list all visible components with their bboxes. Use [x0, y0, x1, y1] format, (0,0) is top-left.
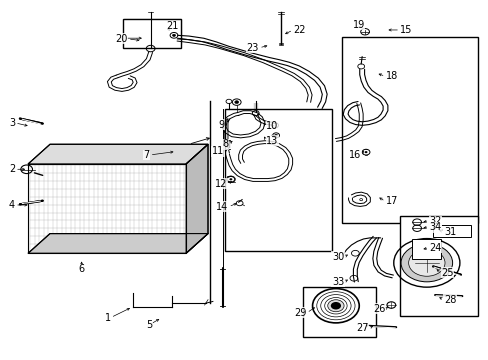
Bar — [432, 225, 470, 237]
Circle shape — [408, 249, 444, 276]
Text: 32: 32 — [428, 216, 441, 226]
Text: 3: 3 — [9, 118, 15, 128]
Text: 18: 18 — [385, 71, 397, 81]
Text: 20: 20 — [115, 34, 127, 44]
Text: 15: 15 — [399, 25, 411, 35]
Text: 29: 29 — [294, 308, 306, 318]
Text: 9: 9 — [218, 120, 224, 130]
Polygon shape — [28, 144, 207, 164]
Text: 10: 10 — [266, 121, 278, 131]
Circle shape — [274, 134, 277, 136]
Text: 11: 11 — [211, 147, 224, 157]
Text: 7: 7 — [143, 150, 149, 160]
Text: 5: 5 — [146, 320, 152, 330]
Bar — [341, 37, 477, 223]
Text: 21: 21 — [166, 21, 179, 31]
Circle shape — [400, 244, 452, 282]
Circle shape — [327, 300, 344, 312]
Bar — [302, 287, 375, 337]
Circle shape — [234, 101, 238, 104]
Text: 13: 13 — [266, 136, 278, 146]
Bar — [411, 239, 441, 259]
Text: 1: 1 — [104, 312, 111, 323]
Polygon shape — [28, 234, 207, 253]
Text: 25: 25 — [441, 268, 453, 278]
Text: 31: 31 — [443, 227, 455, 237]
Circle shape — [229, 178, 232, 180]
Text: 12: 12 — [215, 179, 227, 189]
Text: 14: 14 — [216, 202, 228, 212]
Text: 4: 4 — [9, 200, 15, 210]
Circle shape — [172, 34, 175, 36]
Text: 27: 27 — [355, 323, 368, 333]
Bar — [399, 216, 477, 316]
Text: 30: 30 — [331, 252, 344, 262]
Polygon shape — [186, 144, 207, 253]
Text: 6: 6 — [79, 264, 84, 274]
Text: 23: 23 — [246, 43, 259, 53]
Text: 34: 34 — [428, 222, 441, 232]
Text: 33: 33 — [331, 277, 344, 287]
Text: 24: 24 — [428, 243, 441, 253]
Text: 17: 17 — [385, 197, 397, 206]
Bar — [122, 19, 181, 48]
Circle shape — [364, 151, 367, 153]
Circle shape — [226, 176, 235, 183]
Text: 28: 28 — [443, 295, 455, 305]
Text: 16: 16 — [348, 150, 361, 160]
Text: 2: 2 — [9, 164, 15, 174]
Text: 8: 8 — [222, 139, 228, 149]
Text: 22: 22 — [292, 25, 305, 35]
Circle shape — [226, 176, 235, 183]
Bar — [224, 109, 331, 251]
Circle shape — [330, 302, 340, 310]
Text: 26: 26 — [372, 303, 385, 314]
Text: 19: 19 — [352, 19, 364, 30]
